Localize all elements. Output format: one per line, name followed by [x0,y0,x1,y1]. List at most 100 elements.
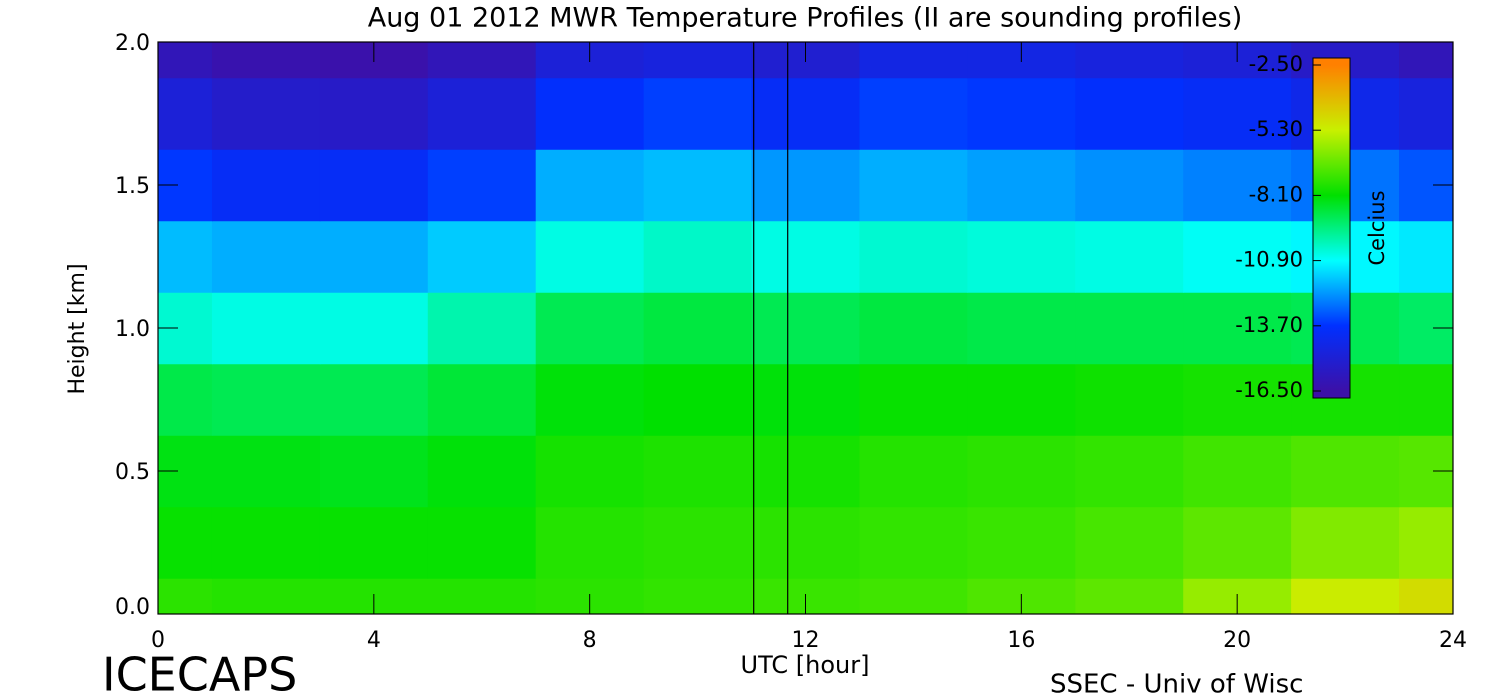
cell [859,149,968,222]
cell [1399,578,1454,615]
x-tick-label: 4 [367,628,381,653]
cell [427,578,537,615]
cell [859,506,968,579]
cell [535,435,645,508]
cell [211,77,321,150]
cell [967,77,1076,150]
cell [427,42,537,79]
cell [211,149,321,222]
cell [319,506,429,579]
cell [751,149,860,222]
cell [967,506,1076,579]
cell [158,578,213,615]
cell [1291,578,1400,615]
cell [319,363,429,436]
cell [427,292,537,365]
x-tick-label: 12 [792,628,820,653]
cell [211,435,321,508]
cell [1075,149,1184,222]
cell [1183,77,1292,150]
cell [158,220,213,293]
cell [643,77,753,150]
cell [211,220,321,293]
cell [859,42,968,79]
cell [535,77,645,150]
cell [643,363,753,436]
y-tick-label: 0.0 [115,595,150,620]
cell [427,149,537,222]
cell [859,220,968,293]
colorbar-tick-label: -16.50 [1235,378,1303,402]
cell [859,578,968,615]
cell [319,149,429,222]
cell [1399,506,1454,579]
cell [859,435,968,508]
cell [643,149,753,222]
cell [1075,363,1184,436]
y-tick-label: 1.0 [115,317,150,342]
cell [427,435,537,508]
cell [643,435,753,508]
cell [1075,292,1184,365]
footer-right: SSEC - Univ of Wisc [1050,670,1303,700]
cell [211,578,321,615]
colorbar-tick-label: -8.10 [1249,182,1303,206]
cell [859,77,968,150]
colorbar-tick-label: -13.70 [1235,313,1303,337]
cell [967,363,1076,436]
cell [751,220,860,293]
cell [1183,363,1292,436]
x-tick-label: 8 [583,628,597,653]
cell [1399,77,1454,150]
y-tick-label: 0.5 [115,460,150,485]
y-tick-label: 1.5 [115,174,150,199]
cell [1183,220,1292,293]
cell [158,363,213,436]
cell [1183,506,1292,579]
colorbar [1312,57,1351,399]
cell [211,292,321,365]
cell [751,435,860,508]
cell [1183,149,1292,222]
cell [535,149,645,222]
cell [967,292,1076,365]
x-axis-label: UTC [hour] [741,651,870,679]
cell [1399,42,1454,79]
colorbar-tick-label: -10.90 [1235,248,1303,272]
cell [1183,292,1292,365]
cell [427,77,537,150]
cell [1075,77,1184,150]
cell [535,506,645,579]
y-axis-label: Height [km] [65,263,90,394]
cell [751,292,860,365]
colorbar-tick-label: -5.30 [1249,117,1303,141]
cell [967,220,1076,293]
cell [427,220,537,293]
cell [319,435,429,508]
cell [319,77,429,150]
cell [535,220,645,293]
cell [967,149,1076,222]
x-tick-label: 24 [1439,628,1467,653]
cell [427,363,537,436]
cell [319,292,429,365]
cell [643,506,753,579]
cell [751,506,860,579]
x-tick-label: 16 [1007,628,1035,653]
cell [1075,435,1184,508]
footer-left: ICECAPS [102,648,297,700]
cell [967,435,1076,508]
chart-title: Aug 01 2012 MWR Temperature Profiles (II… [368,3,1243,34]
x-tick-label: 20 [1223,628,1251,653]
cell [158,77,213,150]
cell [427,506,537,579]
colorbar-tick-label: -2.50 [1249,52,1303,76]
cell [1291,506,1400,579]
cell [643,292,753,365]
cell [158,506,213,579]
cell [859,363,968,436]
cell [1399,363,1454,436]
cell [643,578,753,615]
cell [1075,220,1184,293]
